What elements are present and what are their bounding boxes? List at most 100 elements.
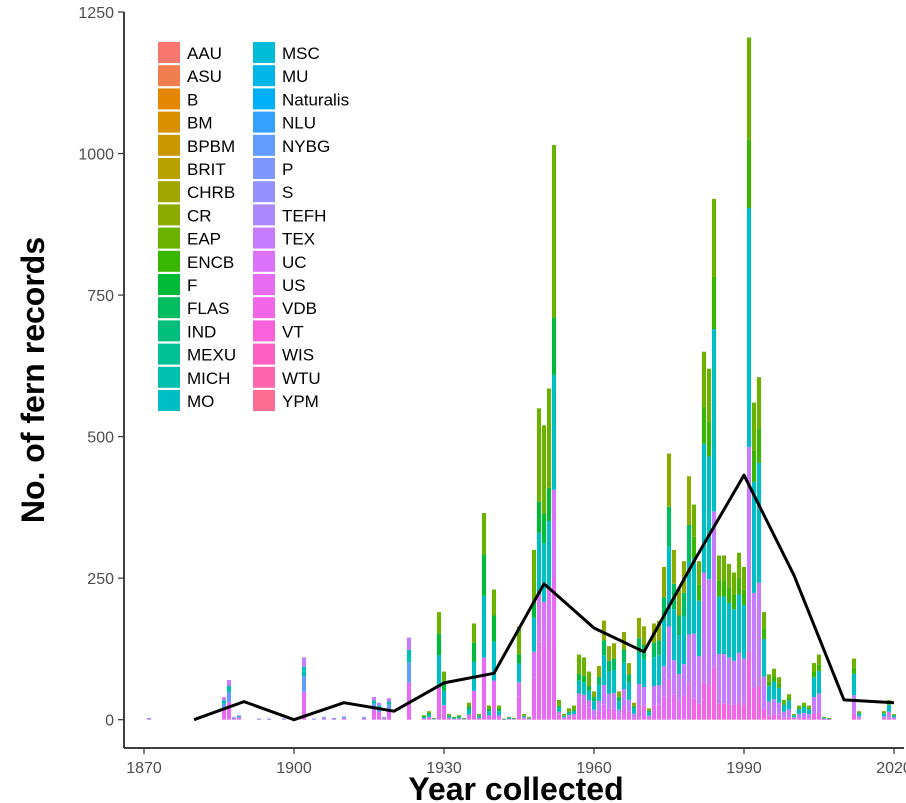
bar-segment-1908-nybg bbox=[331, 718, 337, 720]
legend-label: EAP bbox=[187, 230, 221, 249]
bar-segment-1961-flas bbox=[596, 676, 602, 685]
bar-segment-1978-flas bbox=[681, 592, 687, 617]
bar-segment-1871-us bbox=[146, 718, 152, 720]
legend-swatch bbox=[253, 204, 275, 226]
bar-segment-1910-tex bbox=[341, 716, 347, 717]
bar-segment-1998-mo bbox=[781, 704, 787, 712]
bar-segment-1990-mo bbox=[741, 605, 747, 659]
bar-segment-1929-f bbox=[436, 633, 442, 656]
bar-segment-2005-tex bbox=[816, 693, 822, 714]
bar-segment-1964-flas bbox=[611, 658, 617, 671]
bar-segment-2006-encb bbox=[821, 717, 827, 718]
bar-layer bbox=[146, 37, 897, 721]
bar-segment-1977-mo bbox=[676, 635, 682, 675]
bar-segment-1957-mo bbox=[576, 680, 582, 694]
bar-segment-1987-vdb bbox=[726, 704, 732, 720]
bar-segment-1999-mo bbox=[786, 700, 792, 710]
bar-segment-1994-mo bbox=[761, 639, 767, 677]
x-tick-label: 1930 bbox=[426, 760, 462, 777]
legend-item-aau: AAU bbox=[158, 42, 222, 63]
legend-item-f: F bbox=[158, 274, 197, 295]
bar-segment-1938-us bbox=[481, 657, 487, 720]
bar-segment-1958-uc bbox=[581, 694, 587, 705]
bar-segment-1956-mo bbox=[571, 711, 577, 715]
legend-swatch bbox=[158, 204, 180, 226]
bar-segment-1999-vdb bbox=[786, 717, 792, 720]
bar-segment-1975-mo bbox=[666, 546, 672, 627]
bar-segment-1893-us bbox=[256, 719, 262, 720]
bar-segment-1887-nybg bbox=[226, 691, 232, 702]
bar-segment-1931-us bbox=[446, 717, 452, 720]
bar-segment-1955-us bbox=[566, 716, 572, 720]
bar-segment-2000-encb bbox=[791, 714, 797, 716]
bar-segment-1908-us bbox=[331, 718, 337, 720]
bar-segment-1914-nybg bbox=[361, 717, 367, 719]
bar-segment-2005-vdb bbox=[816, 713, 822, 720]
bar-segment-1955-uc bbox=[566, 715, 572, 717]
legend-item-p: P bbox=[253, 158, 293, 179]
bar-segment-1968-us bbox=[631, 717, 637, 720]
bar-segment-1939-us bbox=[486, 715, 492, 720]
bar-segment-1961-tex bbox=[596, 700, 602, 712]
bar-segment-1886-tex bbox=[221, 697, 227, 701]
bar-segment-1977-tex bbox=[676, 674, 682, 701]
bar-segment-1946-mo bbox=[521, 716, 527, 718]
bar-segment-1930-eap bbox=[441, 671, 447, 682]
bar-segment-1982-tex bbox=[701, 572, 707, 683]
bar-segment-1964-tex bbox=[611, 692, 617, 709]
bar-segment-1941-mo bbox=[496, 711, 502, 716]
legend-label: MICH bbox=[187, 369, 230, 388]
legend-label: MEXU bbox=[187, 346, 236, 365]
bar-segment-1933-eap bbox=[456, 715, 462, 717]
bar-segment-1958-mo bbox=[581, 682, 587, 695]
bar-segment-1992-tex bbox=[751, 592, 757, 688]
bar-segment-1972-mo bbox=[651, 657, 657, 687]
bar-segment-1895-tex bbox=[266, 718, 272, 720]
legend-swatch bbox=[158, 181, 180, 203]
bar-segment-1871-tex bbox=[146, 717, 152, 719]
legend-swatch bbox=[253, 158, 275, 179]
bar-segment-1952-us bbox=[551, 576, 557, 720]
bar-segment-2012-tex bbox=[851, 695, 857, 714]
y-tick-label: 1000 bbox=[78, 147, 114, 164]
bar-segment-1927-mo bbox=[426, 714, 432, 718]
bar-segment-2018-tex bbox=[881, 716, 887, 719]
bar-segment-1889-tex bbox=[236, 715, 242, 716]
bar-segment-1966-mo bbox=[621, 662, 627, 689]
bar-segment-2013-tex bbox=[856, 716, 862, 719]
bar-segment-1940-mo bbox=[491, 641, 497, 681]
bar-segment-1978-mo bbox=[681, 616, 687, 665]
legend-swatch bbox=[158, 390, 180, 411]
bar-segment-2000-vdb bbox=[791, 719, 797, 720]
bar-segment-1953-mo bbox=[556, 707, 562, 712]
bar-segment-1934-eap bbox=[461, 717, 467, 719]
bar-segment-1960-cr bbox=[591, 691, 597, 698]
bar-segment-1955-f bbox=[566, 711, 572, 713]
legend-item-mo: MO bbox=[158, 390, 214, 411]
bar-segment-2020-vdb bbox=[891, 719, 897, 720]
legend-label: CHRB bbox=[187, 183, 235, 202]
bar-segment-1947-mo bbox=[526, 717, 532, 719]
bar-segment-2005-mo bbox=[816, 670, 822, 694]
bar-segment-1999-eap bbox=[786, 694, 792, 699]
bar-segment-1973-us bbox=[656, 704, 662, 720]
legend-item-eap: EAP bbox=[158, 227, 221, 249]
bar-segment-2001-mo bbox=[796, 709, 802, 715]
bar-segment-1970-tex bbox=[641, 686, 647, 706]
bar-segment-1923-tex bbox=[406, 637, 412, 650]
bar-segment-1996-tex bbox=[771, 699, 777, 715]
bar-segment-2013-eap bbox=[856, 711, 862, 713]
bar-segment-2006-eap bbox=[821, 716, 827, 718]
bar-segment-1888-tex bbox=[231, 716, 237, 718]
bar-segment-1951-eap bbox=[546, 388, 552, 488]
legend-item-wtu: WTU bbox=[253, 366, 321, 388]
legend-item-nlu: NLU bbox=[253, 111, 316, 133]
bar-segment-1948-f bbox=[531, 600, 537, 618]
bar-segment-1933-mo bbox=[456, 716, 462, 719]
bar-segment-1958-eap bbox=[581, 657, 587, 677]
legend-item-bm: BM bbox=[158, 111, 213, 133]
bar-segment-1959-eap bbox=[586, 671, 592, 687]
bar-segment-1989-vdb bbox=[736, 702, 742, 720]
bar-segment-1956-uc bbox=[571, 714, 577, 717]
legend-label: VDB bbox=[282, 299, 317, 318]
